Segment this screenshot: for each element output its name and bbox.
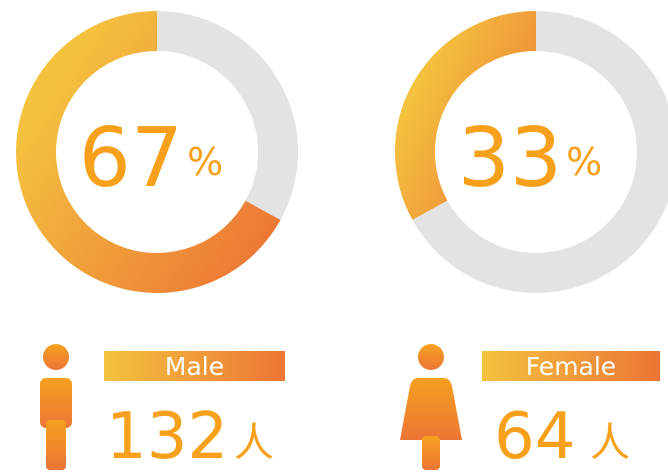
category-bar — [482, 351, 660, 381]
donut-segment — [16, 11, 281, 293]
percent-label: 67% — [79, 111, 223, 206]
category-bar — [104, 351, 285, 381]
count-value: 64 — [494, 400, 575, 473]
percent-value: 67 — [79, 111, 183, 206]
percent-label: 33% — [458, 111, 602, 206]
female-icon — [400, 344, 462, 470]
count-value: 132 — [106, 400, 228, 473]
percent-unit: % — [566, 140, 602, 184]
category-label: Female — [526, 352, 616, 381]
percent-value: 33 — [458, 111, 562, 206]
count-unit: 人 — [234, 420, 274, 466]
percent-unit: % — [187, 140, 223, 184]
category-label: Male — [165, 352, 224, 381]
donut-segment — [412, 11, 668, 293]
male-icon — [40, 344, 72, 470]
donut-segment — [395, 11, 537, 220]
donut-segment — [156, 11, 298, 220]
count-unit: 人 — [590, 420, 630, 466]
